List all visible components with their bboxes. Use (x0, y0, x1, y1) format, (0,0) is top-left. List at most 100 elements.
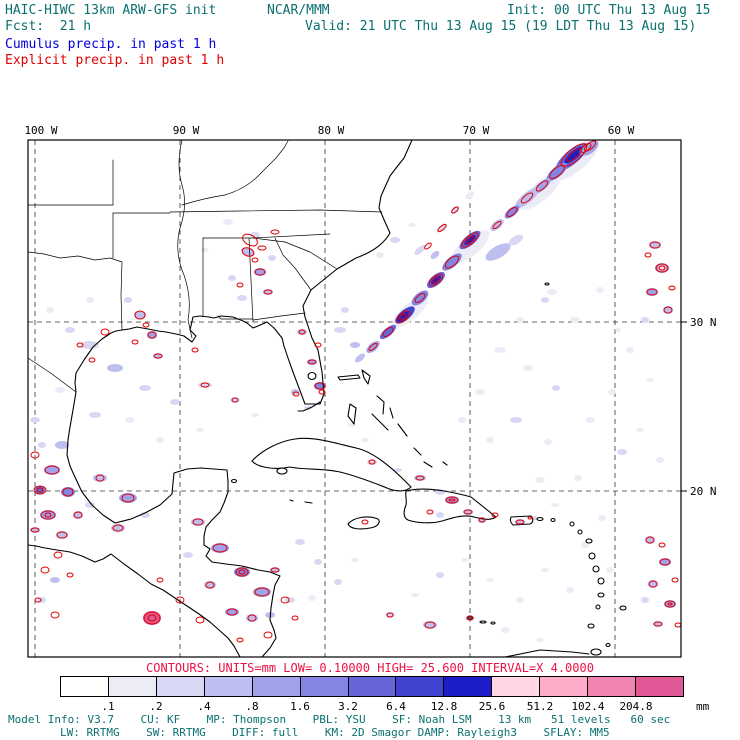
contour-ring (399, 313, 407, 321)
contour-ring (291, 615, 299, 621)
precip-cell (237, 295, 247, 301)
precip-cell (641, 317, 649, 323)
precip-cell (566, 587, 574, 593)
precip-cell (341, 307, 349, 313)
colorbar-box (395, 676, 445, 697)
precip-cell (437, 223, 447, 233)
legend-explicit: Explicit precip. in past 1 h (5, 53, 225, 68)
border-nc-sc (252, 237, 338, 270)
contour-ring (298, 329, 306, 335)
precip-cell (461, 558, 469, 562)
contour-ring (263, 631, 273, 639)
precip-cell (408, 223, 416, 227)
precip-cell (510, 417, 522, 423)
precip-cell (547, 289, 557, 295)
contour-ring (368, 342, 378, 352)
border-tn-south (202, 233, 331, 239)
contour-ring (254, 587, 270, 597)
precip-cell (570, 317, 580, 323)
precip-cell (376, 252, 384, 258)
contour-ring (386, 612, 394, 618)
contour-ring (73, 511, 83, 519)
precip-cell (35, 486, 45, 494)
precip-cell (649, 241, 661, 249)
precip-cell (55, 387, 65, 393)
contour-ring (663, 306, 673, 314)
precip-cell (89, 412, 101, 418)
colorbar-tick-label: 6.4 (386, 700, 406, 713)
precip-cell (38, 442, 46, 448)
contour-ring (491, 512, 499, 518)
contour-ring (451, 206, 459, 214)
precip-cell (86, 297, 94, 303)
contour-ring (415, 475, 425, 481)
lon-label: 60 W (608, 124, 635, 137)
contour-ring (658, 542, 666, 548)
precip-colorbar (60, 676, 684, 697)
contour-ring (257, 245, 267, 251)
precip-cell (508, 234, 524, 246)
contour-ring (53, 551, 63, 559)
contour-ring (263, 289, 273, 295)
contour-ring (56, 531, 68, 539)
lon-label: 100 W (24, 124, 57, 137)
precip-cell (490, 219, 504, 231)
colorbar-box (107, 676, 157, 697)
border-tx-la (28, 251, 123, 331)
precip-cell (523, 365, 533, 371)
colorbar-tick-label: .4 (197, 700, 211, 713)
colorbar-box (203, 676, 253, 697)
model-info-line1: Model Info: V3.7 CU: KF MP: Thompson PBL… (8, 713, 671, 726)
contour-ring (314, 342, 322, 348)
axis-tick-layer: 100 W 90 W 80 W 70 W 60 W 30 N 20 N (24, 124, 716, 498)
colorbar-tick-label: 25.6 (478, 700, 506, 713)
precip-cell (464, 234, 476, 246)
contour-ring (463, 509, 473, 515)
precip-cell (606, 567, 614, 573)
precip-cell (458, 417, 466, 423)
grid-layer (28, 140, 681, 657)
border-ga-sc (274, 237, 312, 291)
colorbar-box (635, 676, 684, 697)
contour-ring (658, 265, 666, 271)
precip-cell (536, 638, 544, 642)
contour-ring (50, 611, 60, 619)
precip-cell (465, 191, 475, 199)
island-bermuda (544, 282, 550, 286)
colorbar-box (347, 676, 397, 697)
precip-cell (355, 353, 365, 363)
precip-cell (351, 558, 359, 562)
contour-ring (424, 242, 432, 250)
precip-cell (183, 552, 193, 558)
contour-ring (30, 451, 40, 459)
precip-cell (85, 502, 95, 508)
precip-cell (626, 347, 634, 353)
model-info-line2: LW: RRTMG SW: RRTMG DIFF: full KM: 2D Sm… (60, 726, 610, 739)
contour-ring (142, 322, 150, 328)
colorbar-tick-label: 1.6 (290, 700, 310, 713)
island-hispaniola (403, 488, 497, 524)
precip-cell (431, 275, 441, 285)
contour-ring (671, 577, 679, 583)
contour-ring (76, 342, 84, 348)
contour-ring (235, 567, 249, 577)
precip-cell (44, 465, 60, 475)
precip-cell (596, 287, 604, 293)
precip-cell (285, 597, 295, 603)
border-al-fl (217, 315, 254, 320)
contour-ring (583, 140, 597, 152)
contour-ring (520, 192, 534, 204)
colorbar-box (587, 676, 637, 697)
precip-cell (223, 219, 233, 225)
precip-cell (585, 417, 595, 423)
contour-ring (270, 567, 280, 573)
precip-cell (394, 468, 402, 472)
contour-ring (646, 288, 658, 296)
islands-bahamas (337, 369, 448, 468)
contour-ring (659, 558, 671, 566)
precip-cell (50, 577, 60, 583)
contour-ring (492, 220, 502, 230)
islands-florida-keys (297, 401, 321, 412)
precip-cell (436, 512, 444, 518)
